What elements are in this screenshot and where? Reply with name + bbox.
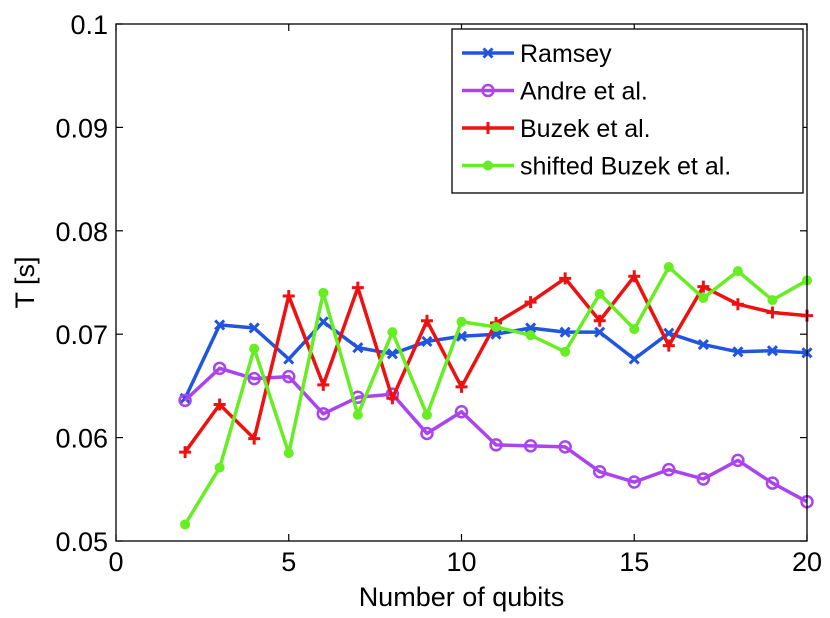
x-tick-label: 20 <box>792 547 822 577</box>
data-point <box>698 293 709 304</box>
x-tick-label: 5 <box>281 547 296 577</box>
x-tick-label: 0 <box>108 547 123 577</box>
series-3 <box>180 261 812 530</box>
data-point <box>558 440 572 454</box>
data-point <box>594 288 605 299</box>
y-tick-label: 0.07 <box>55 320 108 350</box>
data-point <box>282 369 296 384</box>
data-point <box>697 280 710 293</box>
data-point <box>628 353 640 365</box>
legend-swatch-marker <box>481 83 495 98</box>
data-point <box>179 446 192 459</box>
data-point <box>559 326 571 338</box>
data-point <box>386 348 398 360</box>
legend-label: shifted Buzek et al. <box>520 153 731 181</box>
data-point <box>592 464 607 479</box>
data-point <box>767 295 778 306</box>
data-point <box>524 296 537 309</box>
y-tick-label: 0.05 <box>55 527 108 557</box>
data-point <box>525 330 536 341</box>
x-tick-label: 10 <box>446 547 476 577</box>
data-point <box>317 316 329 328</box>
data-point <box>662 339 675 352</box>
data-point <box>732 266 743 277</box>
y-tick-label: 0.09 <box>55 113 108 143</box>
data-point <box>212 361 227 376</box>
legend: Ramsey Andre et al. Buzek et al. shifted Bu… <box>451 28 804 194</box>
legend-swatch-marker <box>482 122 494 134</box>
data-point <box>352 342 364 354</box>
data-point <box>248 432 261 445</box>
series-0 <box>179 316 813 404</box>
ticks-layer: 0 5 10 15 20 0.05 0.06 0.07 0.08 0.09 0.1 <box>55 10 822 577</box>
data-point <box>696 472 711 486</box>
data-point <box>351 281 364 294</box>
data-point <box>697 338 709 351</box>
data-point <box>765 476 780 490</box>
data-point <box>593 314 606 327</box>
legend-item: Andre et al. <box>462 78 648 106</box>
data-point <box>525 322 537 334</box>
data-point <box>387 327 398 338</box>
data-point <box>523 439 538 453</box>
legend-item: shifted Buzek et al. <box>462 153 731 181</box>
data-point <box>594 326 606 338</box>
data-point <box>180 519 191 530</box>
data-point <box>732 346 744 358</box>
data-point <box>213 398 226 411</box>
data-point <box>628 270 641 283</box>
data-point <box>731 453 745 468</box>
data-point <box>317 378 330 391</box>
data-point <box>456 316 467 327</box>
data-point <box>731 298 744 311</box>
data-point <box>283 448 294 459</box>
data-point <box>662 462 676 477</box>
legend-item: Buzek et al. <box>462 115 651 143</box>
data-point <box>455 380 468 393</box>
legend-swatch-marker <box>483 160 493 171</box>
legend-item: Ramsey <box>462 40 612 68</box>
data-point <box>178 393 192 408</box>
legend-label: Ramsey <box>520 40 612 68</box>
x-tick-label: 15 <box>619 547 649 577</box>
data-point <box>283 353 295 365</box>
data-point <box>627 475 641 489</box>
data-point <box>560 346 571 357</box>
legend-swatch-marker <box>482 47 494 59</box>
data-point <box>663 261 674 272</box>
data-point <box>248 322 260 334</box>
data-point <box>491 321 502 332</box>
data-point <box>559 272 572 285</box>
data-point <box>386 392 399 405</box>
y-tick-label: 0.06 <box>55 424 108 454</box>
data-point <box>282 289 295 302</box>
data-point <box>421 335 433 347</box>
x-axis-title: Number of qubits <box>359 582 565 612</box>
data-point <box>454 405 469 419</box>
series-line <box>183 366 808 504</box>
data-point <box>766 345 779 357</box>
y-axis-title: T [s] <box>10 256 40 308</box>
data-point <box>420 314 433 327</box>
series-layer <box>178 261 814 530</box>
data-point <box>421 409 432 420</box>
data-point <box>489 438 503 452</box>
legend-label: Andre et al. <box>520 78 648 106</box>
data-point <box>766 306 779 319</box>
data-point <box>316 407 331 421</box>
y-tick-label: 0.08 <box>55 217 108 247</box>
data-point <box>420 426 434 441</box>
data-point <box>214 462 225 473</box>
data-point <box>352 409 363 420</box>
data-point <box>214 319 226 331</box>
data-point <box>249 343 260 354</box>
data-point <box>318 287 329 298</box>
y-tick-label: 0.1 <box>70 10 108 40</box>
data-point <box>247 371 261 386</box>
data-point <box>629 324 640 335</box>
legend-label: Buzek et al. <box>520 115 651 143</box>
